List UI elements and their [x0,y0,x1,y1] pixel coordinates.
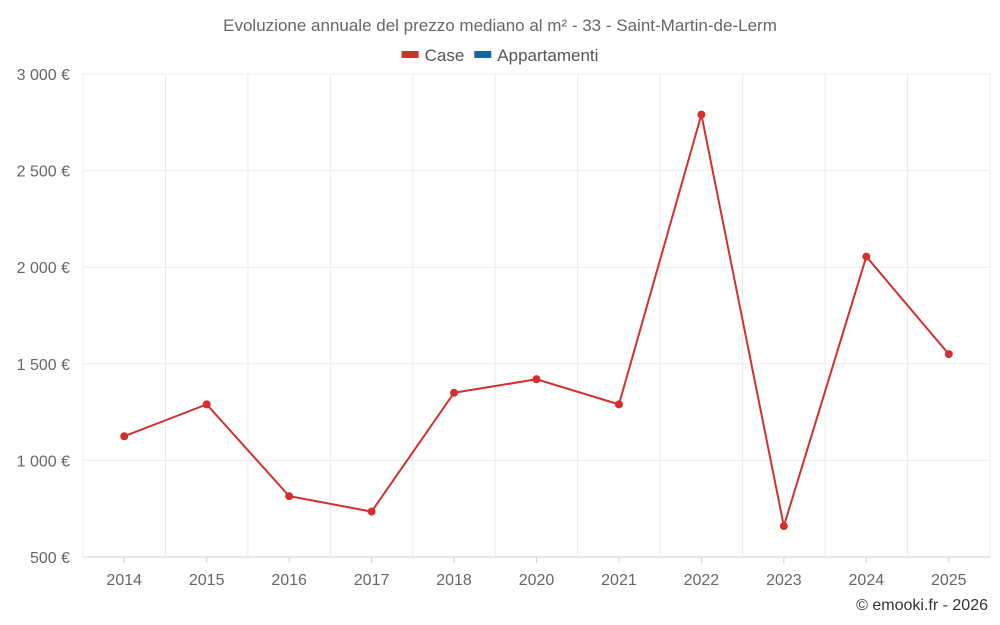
data-point[interactable] [614,400,623,409]
x-tick-label: 2020 [519,572,555,589]
x-tick-label: 2018 [436,572,472,589]
y-tick-label: 1 000 € [17,453,70,470]
y-tick-label: 1 500 € [17,357,70,374]
grid [82,73,991,558]
data-point[interactable] [862,252,871,261]
series-layer [120,110,953,531]
x-tick-label: 2022 [684,572,720,589]
data-point[interactable] [285,492,294,501]
legend-label[interactable]: Case [425,46,465,65]
x-axis: 2014 2015 2016 2017 2018 2020 2021 2022 2023 2024… [106,557,967,589]
data-point[interactable] [450,388,459,397]
x-tick-label: 2016 [271,572,307,589]
data-point[interactable] [532,375,541,384]
x-tick-label: 2021 [601,572,637,589]
legend-swatch [401,51,419,58]
legend-label[interactable]: Appartamenti [497,46,598,65]
x-tick-label: 2017 [354,572,390,589]
x-tick-label: 2025 [931,572,967,589]
y-tick-label: 500 € [30,550,70,567]
legend: Case Appartamenti [401,46,598,65]
data-point[interactable] [367,507,376,516]
x-tick-label: 2014 [106,572,142,589]
credit-text: © emooki.fr - 2026 [856,597,988,614]
data-point[interactable] [779,522,788,531]
x-tick-label: 2023 [766,572,802,589]
legend-swatch [474,51,492,58]
data-point[interactable] [120,432,129,441]
x-tick-label: 2015 [189,572,225,589]
chart-title: Evoluzione annuale del prezzo mediano al… [223,16,777,35]
data-point[interactable] [944,350,953,359]
y-tick-label: 3 000 € [17,67,70,84]
y-tick-label: 2 000 € [17,260,70,277]
data-point[interactable] [697,110,706,119]
y-tick-label: 2 500 € [17,164,70,181]
x-tick-label: 2024 [849,572,885,589]
data-point[interactable] [202,400,211,409]
y-axis: 500 € 1 000 € 1 500 € 2 000 € 2 500 € 3 000 € [17,67,70,567]
